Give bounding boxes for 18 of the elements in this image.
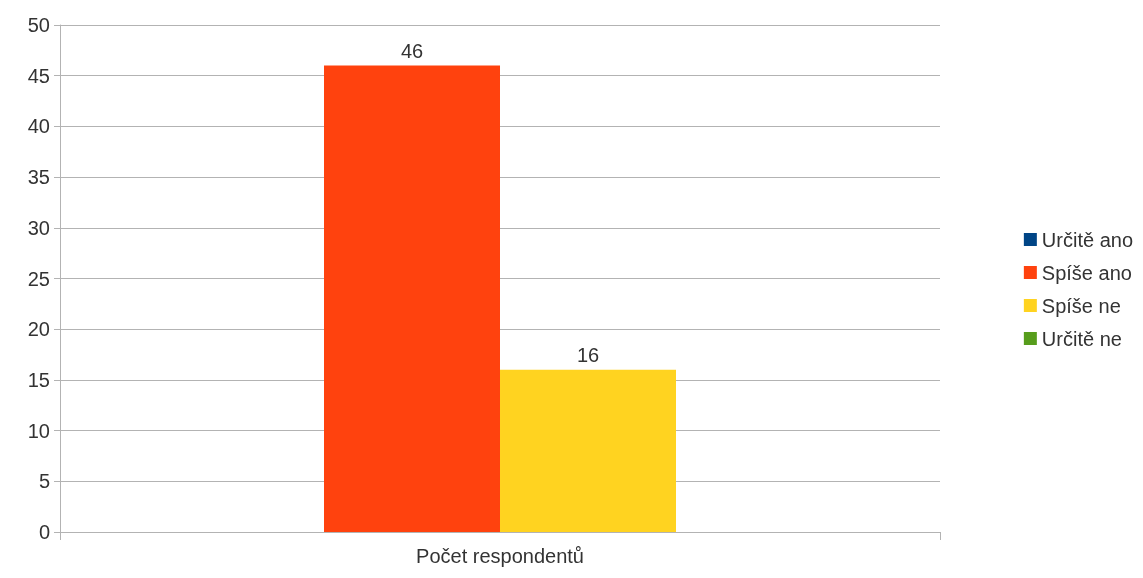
- y-tick-label: 25: [27, 267, 50, 290]
- data-label: 46: [400, 39, 424, 62]
- legend-label: Určitě ano: [1041, 228, 1133, 251]
- legend-label: Spíše ne: [1041, 294, 1121, 317]
- y-tick-label: 40: [27, 115, 50, 138]
- y-tick-label: 50: [27, 14, 50, 36]
- y-tick-label: 15: [27, 368, 50, 391]
- y-tick-label: 10: [27, 419, 50, 442]
- y-tick-label: 5: [38, 470, 50, 493]
- data-label: 16: [576, 343, 600, 366]
- y-tick-label: 20: [27, 318, 50, 341]
- y-tick-label: 45: [27, 64, 50, 87]
- y-tick-label: 35: [27, 166, 50, 189]
- legend-label: Určitě ne: [1041, 327, 1122, 350]
- y-tick-label: 30: [27, 216, 50, 239]
- legend-label: Spíše ano: [1041, 261, 1132, 284]
- x-tick-label: Počet respondentů: [416, 545, 584, 567]
- y-tick-label: 0: [38, 521, 50, 543]
